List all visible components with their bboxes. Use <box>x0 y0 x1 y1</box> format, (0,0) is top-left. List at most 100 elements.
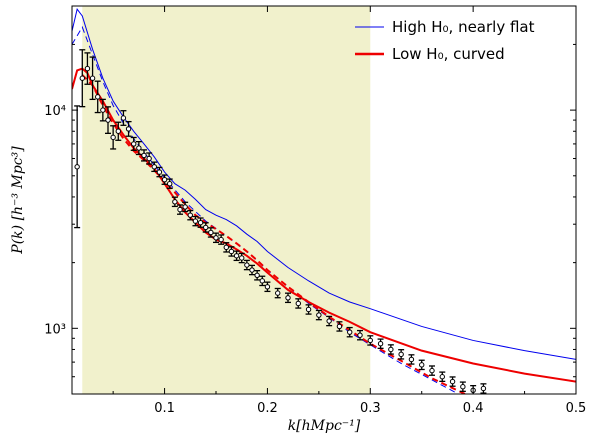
point-marker <box>275 290 281 296</box>
point-marker <box>259 278 265 284</box>
point-marker <box>125 126 132 132</box>
data-point <box>135 140 142 156</box>
data-point <box>146 152 153 165</box>
point-marker <box>167 180 173 187</box>
data-point <box>480 383 487 394</box>
y-axis-label: P(k) [h⁻³ Mpc³] <box>10 146 26 255</box>
data-point <box>120 110 127 126</box>
point-marker <box>100 107 106 113</box>
data-point <box>213 232 219 244</box>
point-marker <box>316 312 322 318</box>
data-point <box>79 49 86 108</box>
data-point <box>130 136 137 151</box>
data-point <box>156 166 163 178</box>
data-point <box>197 217 204 228</box>
series-line-0 <box>72 8 576 360</box>
data-point <box>367 335 374 346</box>
point-marker <box>336 323 343 330</box>
data-point <box>218 234 225 245</box>
data-point <box>187 209 194 221</box>
legend-label-high-h0: High H₀, nearly flat <box>392 18 535 36</box>
data-point <box>238 252 245 264</box>
point-marker <box>388 346 394 353</box>
data-point <box>94 80 101 114</box>
point-marker <box>398 351 404 358</box>
point-marker <box>156 169 163 175</box>
point-marker <box>120 115 127 121</box>
point-marker <box>439 374 445 380</box>
data-point <box>105 106 111 134</box>
data-point <box>274 287 281 299</box>
point-marker <box>264 284 271 290</box>
point-marker <box>141 152 147 159</box>
point-marker <box>151 164 157 170</box>
data-point <box>207 227 214 238</box>
data-point <box>439 371 446 382</box>
data-point <box>228 246 235 257</box>
point-marker <box>367 337 373 344</box>
data-point <box>346 326 353 338</box>
data-point <box>151 161 158 173</box>
data-points-layer <box>74 49 487 394</box>
point-marker <box>429 367 435 374</box>
point-marker <box>105 117 111 123</box>
data-point <box>336 321 343 332</box>
data-point <box>192 215 199 227</box>
point-marker <box>172 199 178 205</box>
point-marker <box>79 75 85 81</box>
x-tick-label: 0.4 <box>463 401 484 416</box>
point-marker <box>213 235 219 241</box>
data-point <box>264 281 271 293</box>
data-point <box>295 298 302 309</box>
data-point <box>233 250 240 262</box>
point-marker <box>249 267 255 273</box>
y-tick-label: 10⁴ <box>44 104 66 119</box>
point-marker <box>203 224 209 231</box>
point-marker <box>460 384 466 390</box>
legend: High H₀, nearly flat Low H₀, curved <box>355 18 535 63</box>
point-marker <box>192 218 199 224</box>
point-marker <box>377 341 384 347</box>
data-point <box>459 381 466 392</box>
point-marker <box>480 385 487 392</box>
point-marker <box>161 176 168 183</box>
data-point <box>254 270 261 281</box>
point-marker <box>131 141 137 147</box>
ticks-layer: 0.1 0.2 0.3 0.4 0.5 10³ 10⁴ <box>44 5 587 416</box>
point-marker <box>233 253 240 259</box>
point-marker <box>254 272 260 278</box>
data-point <box>387 344 394 355</box>
plot-frame <box>71 5 577 395</box>
x-axis-label: k[hMpc⁻¹] <box>288 418 361 434</box>
point-marker <box>408 356 415 363</box>
data-point <box>315 309 322 321</box>
data-point <box>377 338 384 349</box>
data-point <box>74 105 81 229</box>
data-point <box>182 201 189 213</box>
point-marker <box>177 206 183 213</box>
point-marker <box>136 145 142 151</box>
data-point <box>326 315 333 327</box>
point-marker <box>197 219 204 226</box>
data-point <box>305 304 312 315</box>
point-marker <box>89 75 96 81</box>
point-marker <box>115 128 121 134</box>
data-point <box>398 349 405 360</box>
data-point <box>161 174 168 185</box>
point-marker <box>218 236 224 243</box>
data-point <box>177 204 183 215</box>
data-point <box>259 275 266 287</box>
point-marker <box>295 300 301 307</box>
point-marker <box>449 378 456 385</box>
data-point <box>166 178 173 189</box>
x-tick-label: 0.5 <box>566 401 587 416</box>
legend-label-low-h0: Low H₀, curved <box>392 45 505 63</box>
data-point <box>99 98 106 122</box>
data-point <box>141 149 147 162</box>
point-marker <box>187 212 193 218</box>
point-marker <box>146 155 152 162</box>
data-point <box>171 196 178 208</box>
point-marker <box>84 65 91 72</box>
point-marker <box>74 164 80 170</box>
